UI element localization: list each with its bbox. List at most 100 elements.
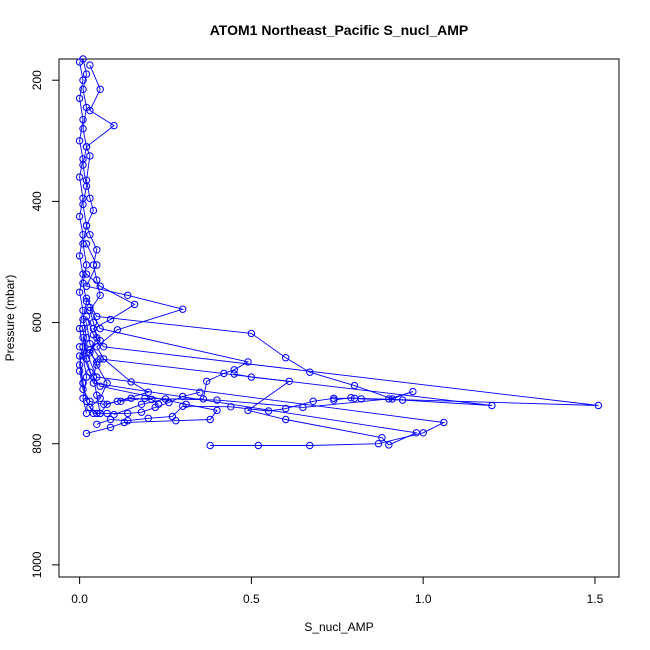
- data-point: [86, 61, 94, 69]
- series-line: [82, 328, 446, 446]
- data-point: [137, 408, 146, 416]
- data-point: [96, 394, 104, 402]
- data-point: [93, 361, 101, 369]
- data-point: [75, 367, 84, 375]
- data-point: [230, 366, 238, 374]
- series-line: [86, 273, 136, 414]
- x-tick-label: 1.0: [415, 592, 432, 606]
- y-axis: 200 400 600 800 1000: [30, 70, 59, 578]
- data-point: [86, 368, 94, 376]
- x-axis-label: S_nucl_AMP: [304, 620, 373, 634]
- data-point: [89, 379, 98, 387]
- data-point: [82, 297, 91, 305]
- data-point: [75, 137, 84, 145]
- data-point: [179, 305, 187, 313]
- data-point: [79, 125, 87, 133]
- data-point: [82, 240, 91, 248]
- data-point: [306, 368, 314, 376]
- data-point: [75, 324, 84, 333]
- data-point: [106, 415, 115, 424]
- plot-area-frame: [58, 58, 620, 578]
- data-point: [86, 397, 94, 405]
- data-point: [124, 291, 132, 299]
- data-point: [227, 403, 235, 411]
- data-point: [82, 70, 91, 78]
- data-point: [75, 252, 84, 260]
- data-point: [213, 406, 221, 415]
- data-point: [440, 418, 448, 427]
- data-point: [79, 324, 87, 333]
- data-point: [75, 94, 84, 103]
- data-point: [120, 418, 129, 427]
- data-point: [254, 441, 262, 450]
- data-point: [110, 121, 118, 130]
- chart-title: ATOM1 Northeast_Pacific S_nucl_AMP: [210, 22, 469, 38]
- data-point: [127, 394, 135, 402]
- data-point: [357, 395, 365, 403]
- data-point: [89, 331, 98, 339]
- data-point: [385, 441, 393, 449]
- data-point: [93, 261, 101, 269]
- x-tick-label: 0.5: [243, 592, 260, 606]
- data-point: [306, 441, 314, 450]
- data-point: [347, 394, 355, 402]
- data-point: [93, 246, 101, 254]
- data-point: [82, 270, 91, 278]
- data-point: [148, 395, 156, 404]
- y-tick-label: 200: [30, 70, 44, 90]
- data-point: [309, 397, 317, 405]
- x-tick-label: 1.5: [587, 592, 604, 606]
- data-point: [113, 397, 122, 405]
- data-point: [79, 334, 87, 342]
- data-point: [86, 340, 94, 348]
- data-point: [179, 392, 187, 401]
- data-point: [419, 429, 427, 437]
- data-point: [106, 423, 115, 432]
- data-point: [75, 343, 84, 351]
- data-point: [137, 400, 146, 408]
- data-point: [412, 429, 420, 437]
- series-profile: [82, 318, 496, 410]
- series-layer: [75, 55, 603, 450]
- series-profile: [75, 367, 163, 408]
- data-point: [100, 400, 108, 408]
- data-point: [113, 326, 122, 334]
- data-point: [182, 400, 190, 408]
- data-point: [79, 240, 87, 248]
- data-point: [82, 429, 91, 438]
- data-point: [203, 377, 211, 385]
- data-point: [206, 415, 214, 424]
- series-profile: [75, 343, 221, 438]
- data-point: [374, 440, 383, 448]
- data-point: [86, 194, 94, 203]
- data-point: [196, 388, 204, 396]
- data-point: [206, 441, 214, 450]
- data-point: [247, 373, 256, 381]
- data-point: [82, 221, 91, 230]
- data-point: [154, 400, 163, 408]
- data-point: [82, 143, 91, 151]
- data-point: [103, 409, 111, 418]
- data-point: [86, 106, 94, 115]
- data-point: [244, 358, 252, 366]
- data-point: [96, 355, 104, 363]
- data-point: [82, 282, 91, 290]
- data-point: [93, 312, 101, 321]
- data-point: [130, 300, 139, 309]
- data-point: [106, 315, 115, 324]
- series-line: [79, 346, 218, 434]
- data-point: [141, 394, 149, 402]
- x-axis: 0.0 0.5 1.0 1.5: [71, 577, 604, 606]
- data-point: [75, 58, 84, 66]
- data-point: [86, 303, 94, 312]
- data-point: [247, 329, 256, 338]
- data-point: [282, 404, 290, 413]
- data-point: [100, 343, 108, 351]
- series-profile: [82, 294, 417, 412]
- data-point: [285, 377, 293, 385]
- data-point: [594, 401, 603, 410]
- data-point: [79, 155, 87, 163]
- data-point: [75, 173, 84, 181]
- data-point: [79, 270, 87, 278]
